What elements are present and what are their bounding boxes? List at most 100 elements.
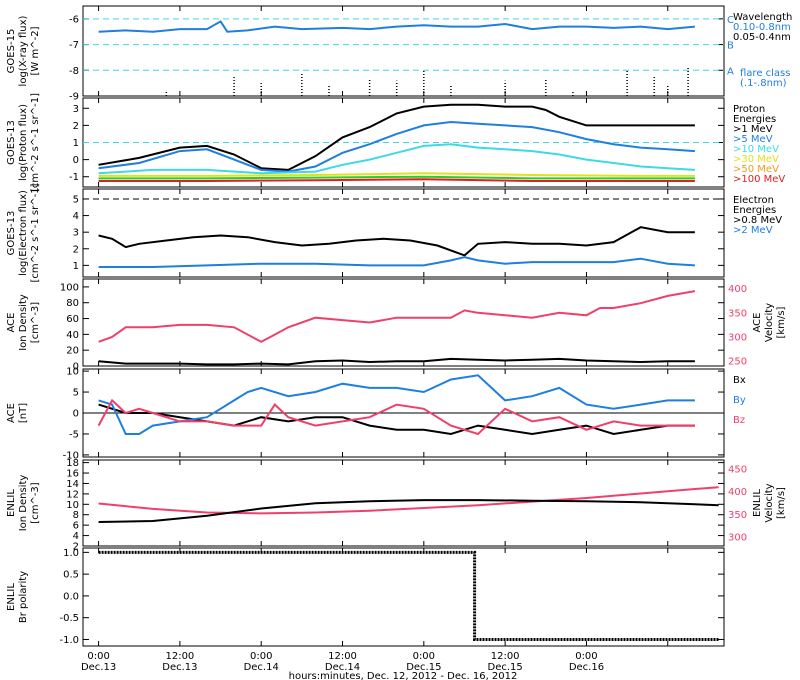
y-tick-label: 40 [66,330,79,341]
y-axis-label: [cm^-2 s^-1 sr^-1] [30,183,41,282]
y-axis-label: Ion Density [18,294,29,351]
panel-frame-goes13-electron [82,188,725,278]
y-tick-label: -1 [69,172,79,183]
series-line [98,143,695,175]
y-tick-label: 10 [66,367,79,378]
series-line [98,20,695,33]
y-right-tick-label: 350 [728,510,747,521]
y-tick-label: -0.5 [59,613,79,624]
y-axis-label: GOES-15 [6,29,17,74]
series-line-polarity [98,550,719,641]
y-tick-label: 1 [73,138,79,149]
legend-item: Energies [733,205,776,216]
y-tick-label: -10 [63,450,79,461]
y-right-axis-label: ACE [752,313,763,333]
y-axis-label: [cm^-2 s^-1 sr^-1] [30,93,41,192]
series-line [98,103,695,171]
y-right-axis-label: ENLIL [752,489,763,517]
series-line [98,403,695,436]
y-axis-label: ACE [6,403,17,423]
y-tick-label: 1 [73,261,79,272]
y-right-tick-label: 300 [728,532,747,543]
y-right-tick-label: 300 [728,333,747,344]
legend-item: Bx [733,375,746,386]
x-tick-label-time: 0:00 [87,651,109,662]
y-tick-label: 0 [73,409,79,420]
flare-class-label: B [727,41,734,52]
x-tick-label-date: Dec.15 [406,662,441,673]
y-tick-label: 100 [60,282,79,293]
legend-item: >100 MeV [733,174,785,185]
y-tick-label: 0.5 [63,570,79,581]
legend-item: Energies [733,114,776,125]
x-tick-label-date: Dec.14 [325,662,360,673]
series-line [98,486,719,515]
legend-item: By [733,395,746,406]
y-right-axis-label: [km/s] [776,306,787,338]
y-axis-label: log(X-ray flux) [18,15,29,86]
y-tick-label: 0.0 [63,591,79,602]
y-right-tick-label: 400 [728,487,747,498]
y-right-axis-label: [km/s] [776,487,787,519]
series-line [98,290,696,343]
y-tick-label: 2 [73,121,79,132]
y-axis-label: log(Electron flux) [18,190,29,276]
y-axis-label: [nT] [18,403,29,423]
y-axis-label: ENLIL [6,489,17,517]
y-tick-label: 2 [73,244,79,255]
y-tick-label: 20 [66,346,79,357]
series-line [98,120,695,173]
x-tick-label-date: Dec.13 [162,662,197,673]
x-tick-label-time: 0:00 [413,651,435,662]
flare-class-label: A [727,66,734,77]
legend-item: >1 MeV [733,124,773,135]
flare-class-caption: (.1-.8nm) [740,78,787,89]
y-right-axis-label: Velocity [764,303,775,342]
legend-item: >5 MeV [733,134,773,145]
y-tick-label: 0 [73,362,79,373]
legend-item: >50 MeV [733,164,779,175]
legend-item: Wavelength [733,12,792,23]
legend-item: >30 MeV [733,154,779,165]
y-right-tick-label: 250 [728,357,747,368]
series-line [98,175,695,180]
y-tick-label: -9 [69,92,79,103]
series-line [98,172,695,177]
x-tick-label-date: Dec.15 [488,662,523,673]
y-right-tick-label: 450 [728,465,747,476]
panel-frame-goes15-xray [82,5,725,97]
y-tick-label: 4 [73,211,79,222]
y-right-axis-label: Velocity [764,483,775,522]
y-tick-label: 16 [66,469,79,480]
legend-item: >10 MeV [733,144,779,155]
x-tick-label-time: 12:00 [165,651,194,662]
y-tick-label: 3 [73,228,79,239]
y-tick-label: -6 [69,14,79,25]
y-tick-label: 4 [73,531,79,542]
legend-item: Electron [733,195,774,206]
series-line [98,226,695,257]
y-tick-label: 18 [66,458,79,469]
y-axis-label: GOES-13 [6,120,17,165]
legend-item: 0.05-0.4nm [733,32,791,43]
panel-frame-ace-plasma [82,278,725,367]
y-axis-label: GOES-13 [6,211,17,256]
series-line [98,178,695,182]
legend-item: Bz [733,415,745,426]
y-axis-label: [W m^-2] [30,26,41,75]
y-tick-label: -1.0 [59,635,79,646]
x-tick-label-date: Dec.13 [81,662,116,673]
x-tick-label-date: Dec.16 [569,662,604,673]
y-tick-label: -7 [69,40,79,51]
series-line [98,499,719,523]
y-tick-label: 10 [66,500,79,511]
y-tick-label: 80 [66,298,79,309]
y-tick-label: 8 [73,510,79,521]
legend-item: >2 MeV [733,225,773,236]
y-tick-label: 5 [73,194,79,205]
y-right-tick-label: 350 [728,308,747,319]
y-axis-label: ENLIL [6,583,17,611]
y-axis-label: log(Proton flux) [18,104,29,181]
y-tick-label: 6 [73,521,79,532]
